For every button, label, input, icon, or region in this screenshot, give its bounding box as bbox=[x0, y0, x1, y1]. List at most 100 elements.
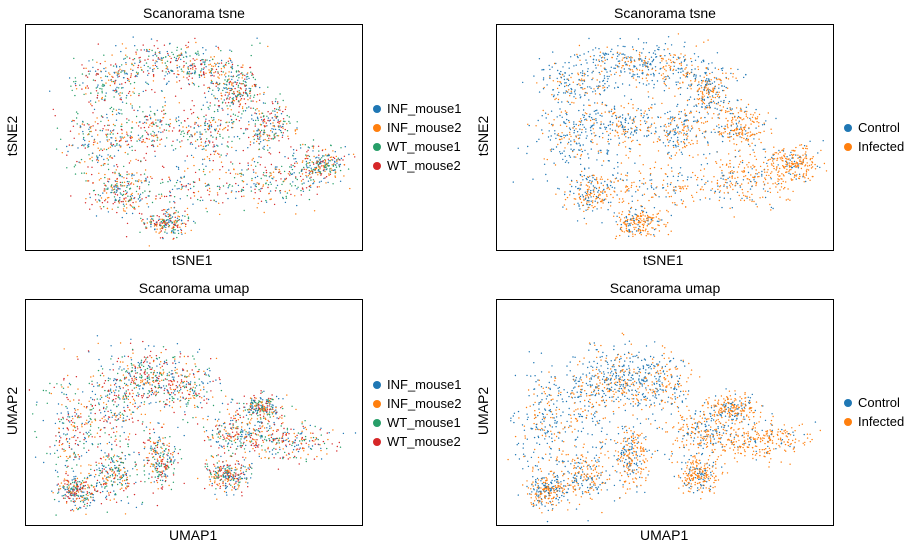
scatter-point bbox=[552, 148, 555, 150]
scatter-point bbox=[630, 58, 632, 60]
scatter-point bbox=[650, 125, 652, 127]
scatter-point bbox=[703, 175, 705, 177]
scatter-point bbox=[795, 163, 797, 165]
scatter-point bbox=[658, 224, 660, 227]
scatter-point bbox=[644, 182, 647, 184]
scatter-point bbox=[133, 174, 135, 176]
scatter-point bbox=[720, 82, 722, 84]
scatter-point bbox=[586, 191, 589, 193]
scatter-point bbox=[767, 190, 769, 193]
scatter-point bbox=[683, 109, 686, 111]
scatter-point bbox=[217, 65, 220, 68]
scatter-point bbox=[92, 112, 94, 114]
scatter-point bbox=[145, 159, 147, 161]
scatter-point bbox=[159, 143, 161, 145]
scatter-point bbox=[308, 166, 310, 169]
scatter-point bbox=[157, 131, 160, 133]
scatter-point bbox=[207, 144, 209, 146]
scatter-point bbox=[214, 104, 216, 106]
scatter-point bbox=[606, 183, 608, 186]
scatter-point bbox=[703, 131, 705, 133]
scatter-point bbox=[319, 168, 321, 170]
scatter-point bbox=[685, 72, 687, 75]
scatter-point bbox=[76, 123, 78, 125]
scatter-point bbox=[241, 169, 243, 171]
scatter-point bbox=[218, 188, 221, 191]
scatter-point bbox=[679, 186, 682, 188]
scatter-point bbox=[335, 166, 338, 168]
scatter-point bbox=[679, 187, 681, 189]
scatter-point bbox=[630, 133, 632, 135]
scatter-point bbox=[586, 113, 588, 115]
scatter-point bbox=[210, 79, 213, 82]
scatter-point bbox=[228, 136, 230, 138]
scatter-point bbox=[741, 131, 743, 133]
scatter-point bbox=[631, 75, 633, 78]
scatter-point bbox=[122, 200, 124, 203]
scatter-point bbox=[646, 188, 649, 190]
scatter-point bbox=[143, 222, 145, 224]
scatter-point bbox=[742, 134, 744, 136]
scatter-point bbox=[233, 136, 235, 138]
scatter-point bbox=[291, 173, 294, 175]
scatter-point bbox=[711, 117, 713, 119]
scatter-point bbox=[170, 221, 172, 223]
scatter-point bbox=[701, 103, 703, 105]
scatter-point bbox=[254, 109, 257, 111]
scatter-point bbox=[149, 176, 152, 178]
scatter-point bbox=[264, 166, 266, 168]
scatter-point bbox=[259, 141, 262, 143]
scatter-point bbox=[648, 109, 650, 112]
scatter-point bbox=[198, 74, 201, 77]
scatter-point bbox=[270, 172, 272, 174]
scatter-point bbox=[744, 133, 746, 135]
scatter-point bbox=[251, 114, 253, 116]
scatter-point bbox=[173, 212, 175, 214]
scatter-point bbox=[225, 76, 227, 78]
scatter-point bbox=[263, 125, 265, 127]
scatter-point bbox=[91, 156, 93, 158]
scatter-point bbox=[579, 59, 581, 61]
scatter-point bbox=[621, 133, 623, 135]
scatter-point bbox=[228, 57, 231, 59]
scatter-point bbox=[165, 83, 168, 86]
scatter-point bbox=[91, 173, 93, 176]
scatter-point bbox=[171, 188, 174, 191]
scatter-point bbox=[284, 156, 286, 158]
scatter-point bbox=[145, 119, 148, 121]
scatter-point bbox=[321, 155, 324, 157]
scatter-point bbox=[665, 224, 667, 226]
scatter-point bbox=[194, 52, 197, 54]
scatter-point bbox=[702, 80, 704, 82]
scatter-point bbox=[187, 66, 189, 68]
scatter-point bbox=[94, 199, 97, 201]
scatter-point bbox=[592, 174, 594, 176]
scatter-point bbox=[690, 110, 692, 113]
scatter-point bbox=[583, 114, 586, 117]
scatter-point bbox=[644, 207, 646, 209]
scatter-point bbox=[616, 55, 619, 57]
scatter-point bbox=[183, 65, 185, 67]
scatter-point bbox=[544, 112, 547, 114]
scatter-point bbox=[717, 117, 719, 119]
scatter-point bbox=[601, 190, 604, 192]
scatter-point bbox=[263, 93, 265, 96]
scatter-point bbox=[805, 151, 807, 153]
scatter-point bbox=[782, 174, 785, 176]
scatter-point bbox=[705, 107, 708, 109]
scatter-point bbox=[292, 164, 294, 167]
scatter-point bbox=[229, 49, 231, 51]
scatter-point bbox=[578, 187, 580, 189]
scatter-point bbox=[239, 162, 241, 165]
scatter-point bbox=[231, 92, 233, 95]
scatter-point bbox=[194, 132, 196, 135]
scatter-point bbox=[584, 94, 586, 96]
scatter-point bbox=[781, 156, 783, 158]
scatter-point bbox=[198, 76, 201, 78]
scatter-point bbox=[745, 113, 747, 115]
scatter-point bbox=[678, 118, 680, 120]
scatter-point bbox=[352, 153, 355, 155]
scatter-point bbox=[138, 138, 140, 140]
scatter-point bbox=[686, 137, 688, 139]
scatter-point bbox=[186, 46, 188, 49]
